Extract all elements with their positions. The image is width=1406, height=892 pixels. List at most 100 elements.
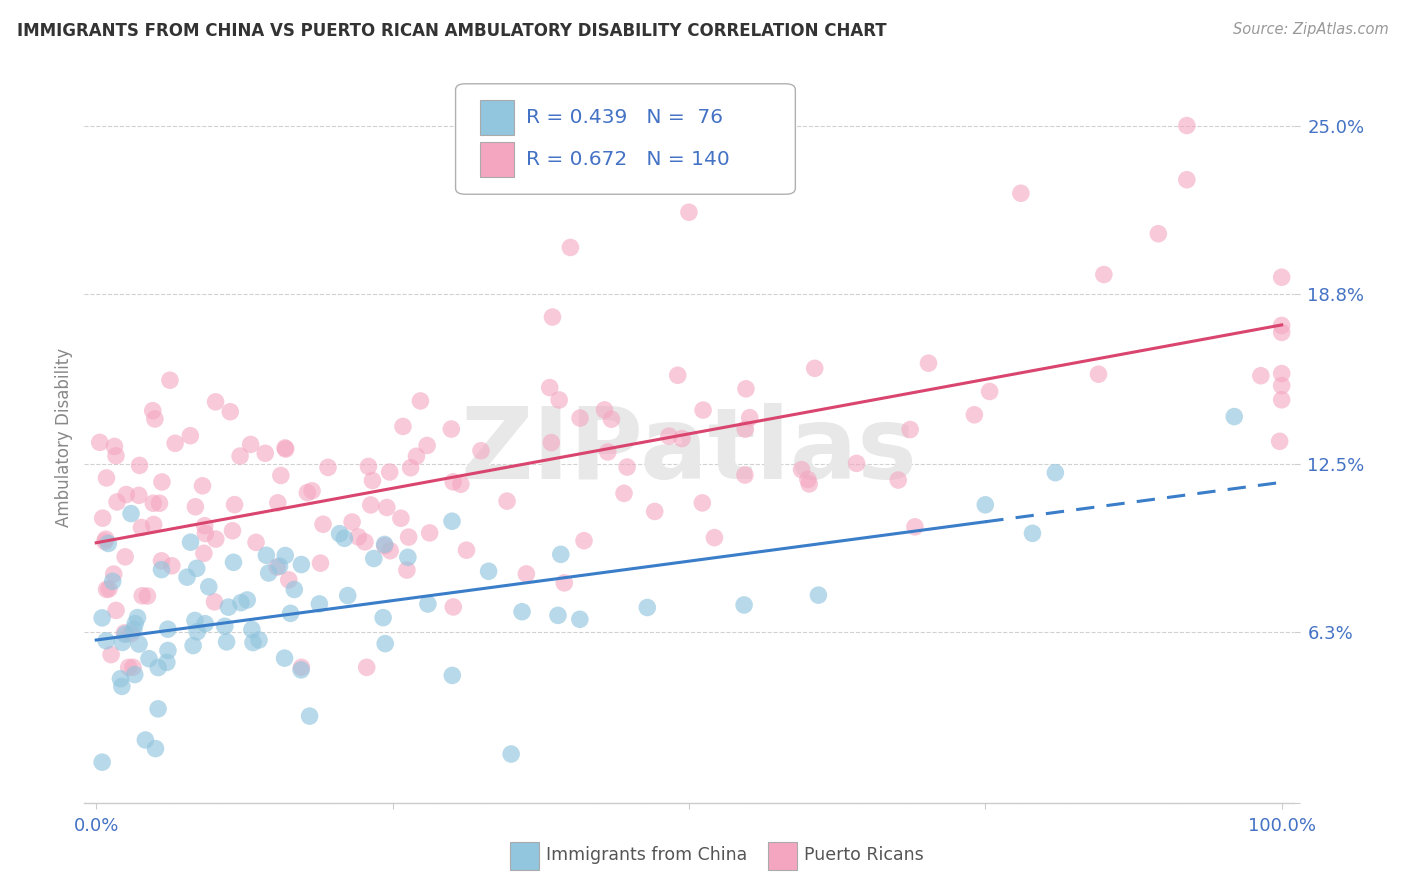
Point xyxy=(416,597,439,611)
Point xyxy=(974,498,997,512)
Point xyxy=(396,550,419,565)
Point xyxy=(347,530,370,544)
Point xyxy=(280,607,302,621)
FancyBboxPatch shape xyxy=(479,100,513,135)
Point xyxy=(616,460,638,475)
Point xyxy=(146,702,169,716)
Point xyxy=(165,436,187,450)
Point xyxy=(290,660,312,674)
Point xyxy=(134,733,156,747)
Point xyxy=(128,637,150,651)
Point xyxy=(136,589,159,603)
Point xyxy=(204,595,226,609)
Point xyxy=(378,543,401,558)
Point xyxy=(496,494,519,508)
Point xyxy=(176,570,198,584)
Point xyxy=(98,582,121,596)
Point xyxy=(186,624,208,639)
Point xyxy=(887,473,910,487)
Point xyxy=(273,651,295,665)
Point xyxy=(636,600,658,615)
Point xyxy=(247,632,270,647)
Point xyxy=(1087,368,1109,382)
Point xyxy=(156,622,179,636)
Point xyxy=(703,531,725,545)
Point xyxy=(336,589,359,603)
Point xyxy=(103,567,125,582)
Point xyxy=(217,600,239,615)
Point xyxy=(112,626,135,640)
Point xyxy=(124,667,146,681)
Point xyxy=(118,660,141,674)
Text: Immigrants from China: Immigrants from China xyxy=(547,847,748,864)
Text: R = 0.672   N = 140: R = 0.672 N = 140 xyxy=(526,150,730,169)
Point xyxy=(274,442,297,456)
Point xyxy=(807,588,830,602)
Text: ZIPatlas: ZIPatlas xyxy=(461,403,917,500)
Point xyxy=(298,709,321,723)
Point xyxy=(375,500,398,515)
Point xyxy=(150,563,173,577)
Point xyxy=(290,663,312,677)
Point xyxy=(301,483,323,498)
Point xyxy=(96,582,118,597)
Point xyxy=(89,435,111,450)
Point xyxy=(221,524,243,538)
Point xyxy=(440,514,463,528)
Point xyxy=(963,408,986,422)
Point xyxy=(1223,409,1246,424)
Point xyxy=(100,648,122,662)
FancyBboxPatch shape xyxy=(768,842,797,870)
Point xyxy=(236,593,259,607)
Point xyxy=(96,633,118,648)
Point xyxy=(160,558,183,573)
Point xyxy=(131,520,153,534)
Point xyxy=(115,487,138,501)
Point xyxy=(568,612,591,626)
Point xyxy=(229,449,252,463)
Point xyxy=(572,533,595,548)
Point xyxy=(131,589,153,603)
Point xyxy=(593,403,616,417)
Point xyxy=(146,660,169,674)
Point xyxy=(553,575,575,590)
Point xyxy=(613,486,636,500)
Point xyxy=(371,610,394,624)
Y-axis label: Ambulatory Disability: Ambulatory Disability xyxy=(55,348,73,526)
Point xyxy=(105,495,128,509)
Point xyxy=(267,496,290,510)
Point xyxy=(550,547,572,561)
Text: R = 0.439   N =  76: R = 0.439 N = 76 xyxy=(526,108,723,127)
Point xyxy=(97,536,120,550)
Point xyxy=(658,429,681,443)
Point xyxy=(738,410,761,425)
Point xyxy=(308,597,330,611)
Point xyxy=(274,549,297,563)
Point xyxy=(333,531,356,545)
Point xyxy=(274,441,297,455)
Point xyxy=(242,635,264,649)
Point xyxy=(1271,270,1294,285)
Point xyxy=(111,635,134,649)
Point xyxy=(150,475,173,489)
Point xyxy=(156,643,179,657)
Point xyxy=(104,449,127,463)
Text: Source: ZipAtlas.com: Source: ZipAtlas.com xyxy=(1233,22,1389,37)
Point xyxy=(540,435,562,450)
Text: Puerto Ricans: Puerto Ricans xyxy=(804,847,924,864)
Point xyxy=(392,419,415,434)
Point xyxy=(103,439,125,453)
Point xyxy=(197,580,219,594)
Point xyxy=(790,463,813,477)
Point xyxy=(363,551,385,566)
Point xyxy=(596,445,619,459)
Point xyxy=(547,608,569,623)
Point xyxy=(803,361,825,376)
Point xyxy=(374,637,396,651)
Point xyxy=(91,511,114,525)
Point xyxy=(214,619,236,633)
Point xyxy=(361,474,384,488)
Point xyxy=(374,537,396,551)
Point xyxy=(143,412,166,426)
Point xyxy=(548,392,571,407)
